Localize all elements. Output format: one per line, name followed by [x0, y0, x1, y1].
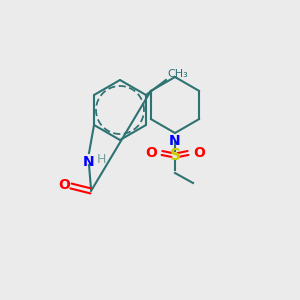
Text: H: H [96, 153, 106, 166]
Text: N: N [169, 134, 181, 148]
Text: O: O [145, 146, 157, 160]
Text: O: O [58, 178, 70, 192]
Text: S: S [169, 148, 181, 163]
Text: CH₃: CH₃ [167, 69, 188, 79]
Text: O: O [193, 146, 205, 160]
Text: N: N [83, 155, 95, 169]
